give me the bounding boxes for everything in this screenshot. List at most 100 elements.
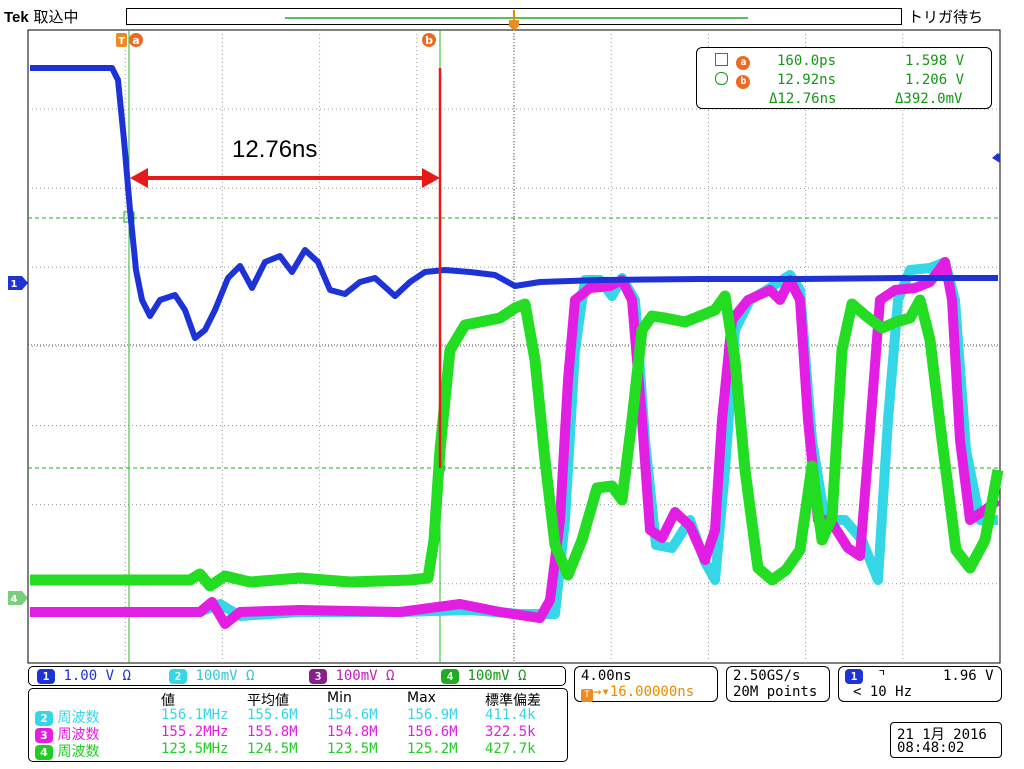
- ch1-unit: Ω: [122, 668, 131, 684]
- trigger-channel-badge: 1: [845, 669, 863, 684]
- measurement-channel-badge: 2: [35, 711, 53, 726]
- measurement-header-stddev: 標準偏差: [485, 693, 541, 709]
- measurement-row-label: 4 周波数: [35, 741, 99, 761]
- svg-text:T: T: [118, 36, 125, 47]
- trigger-position-marker[interactable]: [509, 20, 519, 31]
- cursor-readout-row-b: b: [715, 72, 751, 89]
- ch2-scale: 100mV: [195, 668, 238, 684]
- trigger-level-marker[interactable]: [992, 153, 1000, 163]
- ch2-unit: Ω: [246, 668, 255, 684]
- measurement-header-min: Min: [327, 690, 352, 706]
- trigger-status: トリガ待ち: [908, 8, 984, 26]
- cursor-readout-row-a: a: [715, 53, 751, 70]
- ch4-badge: 4: [441, 669, 459, 684]
- measurement-channel-badge: 4: [35, 745, 53, 760]
- ch2-badge: 2: [169, 669, 187, 684]
- status-bar: Tek 取込中: [4, 6, 79, 27]
- ch2-setting[interactable]: 2 100mV Ω: [169, 668, 254, 684]
- cursor-readout-panel: a 160.0ps 1.598 V b 12.92ns 1.206 V Δ12.…: [696, 47, 992, 109]
- acquisition-status: 取込中: [33, 8, 79, 26]
- measurement-cell: 123.5M: [327, 741, 378, 757]
- cursor-a-label[interactable]: T a: [116, 33, 143, 47]
- trigger-settings[interactable]: 1 ⌝ 1.96 V < 10 Hz: [838, 666, 1002, 702]
- arrow-left-icon: [130, 168, 148, 188]
- measurement-cell: 155.6M: [247, 707, 298, 723]
- measurement-table: 値 平均値 Min Max 標準偏差 2 周波数 156.1MHz 155.6M 15…: [28, 688, 568, 762]
- svg-text:a: a: [132, 34, 139, 47]
- measurement-cell: 156.1MHz: [161, 707, 229, 723]
- cursor-delta-time: Δ12.76ns: [769, 91, 837, 107]
- cursor-b-volt: 1.206 V: [905, 72, 965, 88]
- ch3-scale: 100mV: [335, 668, 378, 684]
- ch4-setting[interactable]: 4 100mV Ω: [441, 668, 526, 684]
- ch1-ground-marker[interactable]: 1: [8, 276, 28, 290]
- measurement-row-label: 3 周波数: [35, 724, 99, 744]
- measurement-cell: 154.8M: [327, 724, 378, 740]
- measurement-cell: 155.2MHz: [161, 724, 229, 740]
- measurement-name: 周波数: [57, 744, 100, 760]
- cursor-delta-volt: Δ392.0mV: [895, 91, 963, 107]
- ch1-setting[interactable]: 1 1.00 V Ω: [37, 668, 131, 684]
- measurement-cell: 154.6M: [327, 707, 378, 723]
- svg-text:1: 1: [11, 279, 18, 290]
- trigger-frequency: < 10 Hz: [853, 684, 913, 700]
- cursor-b-badge: b: [736, 75, 751, 89]
- record-length: 20M points: [733, 684, 818, 700]
- brand-label: Tek: [4, 9, 29, 26]
- cursor-b-label[interactable]: b: [422, 33, 436, 47]
- waveform-ch3: [30, 257, 1002, 629]
- ch4-scale: 100mV: [467, 668, 510, 684]
- sample-rate: 2.50GS/s: [733, 668, 801, 684]
- cursor-a-time: 160.0ps: [777, 53, 837, 69]
- measurement-cell: 125.2M: [407, 741, 458, 757]
- falling-edge-icon: ⌝: [877, 668, 886, 684]
- ch3-unit: Ω: [386, 668, 395, 684]
- waveform-ch1: [30, 65, 998, 341]
- measurement-cell: 156.6M: [407, 724, 458, 740]
- measurement-header-value: 値: [161, 693, 175, 709]
- measurement-channel-badge: 3: [35, 728, 53, 743]
- horizontal-settings[interactable]: 4.00ns T →▾16.00000ns: [574, 666, 718, 702]
- channel-settings-bar[interactable]: 1 1.00 V Ω 2 100mV Ω 3 100mV Ω 4 100mV Ω: [28, 666, 566, 686]
- circle-icon: [715, 72, 728, 85]
- measurement-cell: 322.5k: [485, 724, 536, 740]
- waveform-ch4: [30, 290, 1004, 592]
- ch4-unit: Ω: [518, 668, 527, 684]
- cursor-a-volt: 1.598 V: [905, 53, 965, 69]
- arrow-right-icon: [422, 168, 440, 188]
- horizontal-position-value: 16.00000ns: [609, 684, 695, 700]
- trigger-level: 1.96 V: [943, 668, 994, 684]
- cursor-a-badge: a: [736, 56, 751, 70]
- svg-text:b: b: [425, 34, 433, 47]
- measurement-cell: 155.8M: [247, 724, 298, 740]
- date-label: 21 1月 2016: [897, 727, 987, 743]
- cursor-b-time: 12.92ns: [777, 72, 837, 88]
- measurement-name: 周波数: [57, 727, 100, 743]
- ch1-scale: 1.00 V: [63, 668, 115, 684]
- measurement-name: 周波数: [57, 710, 100, 726]
- datetime-panel: 21 1月 2016 08:48:02: [890, 722, 1002, 758]
- ch3-badge: 3: [309, 669, 327, 684]
- svg-text:4: 4: [11, 594, 18, 605]
- trigger-t-icon: T: [581, 689, 593, 702]
- measurement-cell: 124.5M: [247, 741, 298, 757]
- square-icon: [715, 53, 728, 66]
- ch1-badge: 1: [37, 669, 55, 684]
- measurement-cell: 427.7k: [485, 741, 536, 757]
- horizontal-position: T →▾16.00000ns: [581, 684, 694, 702]
- measurement-header-mean: 平均値: [247, 693, 289, 709]
- graticule-grid: [28, 30, 1000, 663]
- measurement-row-label: 2 周波数: [35, 707, 99, 727]
- measurement-cell: 156.9M: [407, 707, 458, 723]
- annotation-label: 12.76ns: [232, 136, 318, 163]
- measurement-cell: 123.5MHz: [161, 741, 229, 757]
- trigger-source: 1 ⌝: [845, 668, 886, 684]
- measurement-cell: 411.4k: [485, 707, 536, 723]
- acquisition-settings[interactable]: 2.50GS/s 20M points: [726, 666, 830, 702]
- time-per-div: 4.00ns: [581, 668, 632, 684]
- ch4-ground-marker[interactable]: 4: [8, 591, 28, 605]
- measurement-header-max: Max: [407, 690, 436, 706]
- time-label: 08:48:02: [897, 740, 965, 756]
- ch3-setting[interactable]: 3 100mV Ω: [309, 668, 394, 684]
